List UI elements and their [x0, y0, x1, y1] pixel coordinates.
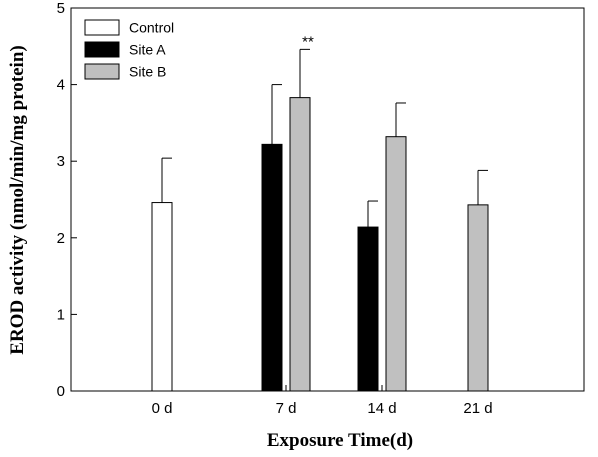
- bar-site-a-7d: [261, 143, 283, 392]
- x-tick-label: 0 d: [152, 400, 173, 417]
- annotations: **: [302, 33, 314, 50]
- bar-site-b-14d: [385, 136, 407, 392]
- x-tick-label: 21 d: [463, 400, 492, 417]
- bar-site-b-7d: [289, 97, 311, 392]
- bars: [151, 97, 489, 392]
- legend-swatch: [84, 19, 120, 36]
- x-axis-title: Exposure Time(d): [267, 430, 413, 451]
- bar-site-b-21d: [467, 204, 489, 392]
- y-tick-label: 2: [57, 230, 65, 247]
- x-tick-label: 7 d: [276, 400, 297, 417]
- legend-swatch: [84, 63, 120, 80]
- legend-label: Control: [129, 20, 174, 36]
- bar-site-a-14d: [357, 226, 379, 392]
- legend: Control Site A Site B: [84, 19, 174, 80]
- significance-marker: **: [302, 33, 314, 50]
- y-tick-label: 5: [57, 0, 65, 17]
- legend-swatch: [84, 41, 120, 58]
- x-tick-label: 14 d: [367, 400, 396, 417]
- bar-control-0d: [151, 202, 173, 392]
- x-axis: 0 d 7 d 14 d 21 d: [152, 385, 493, 417]
- legend-label: Site A: [129, 42, 166, 58]
- y-tick-label: 3: [57, 153, 65, 170]
- plot-border: [70, 7, 585, 392]
- y-axis: 0 1 2 3 4 5: [57, 0, 77, 400]
- y-tick-label: 0: [57, 383, 65, 400]
- y-tick-label: 4: [57, 77, 65, 94]
- legend-label: Site B: [129, 64, 166, 80]
- y-tick-label: 1: [57, 306, 65, 323]
- y-axis-title: EROD activity (nmol/min/mg protein): [7, 45, 28, 354]
- plot-frame: [70, 7, 585, 392]
- error-bars: [161, 48, 488, 228]
